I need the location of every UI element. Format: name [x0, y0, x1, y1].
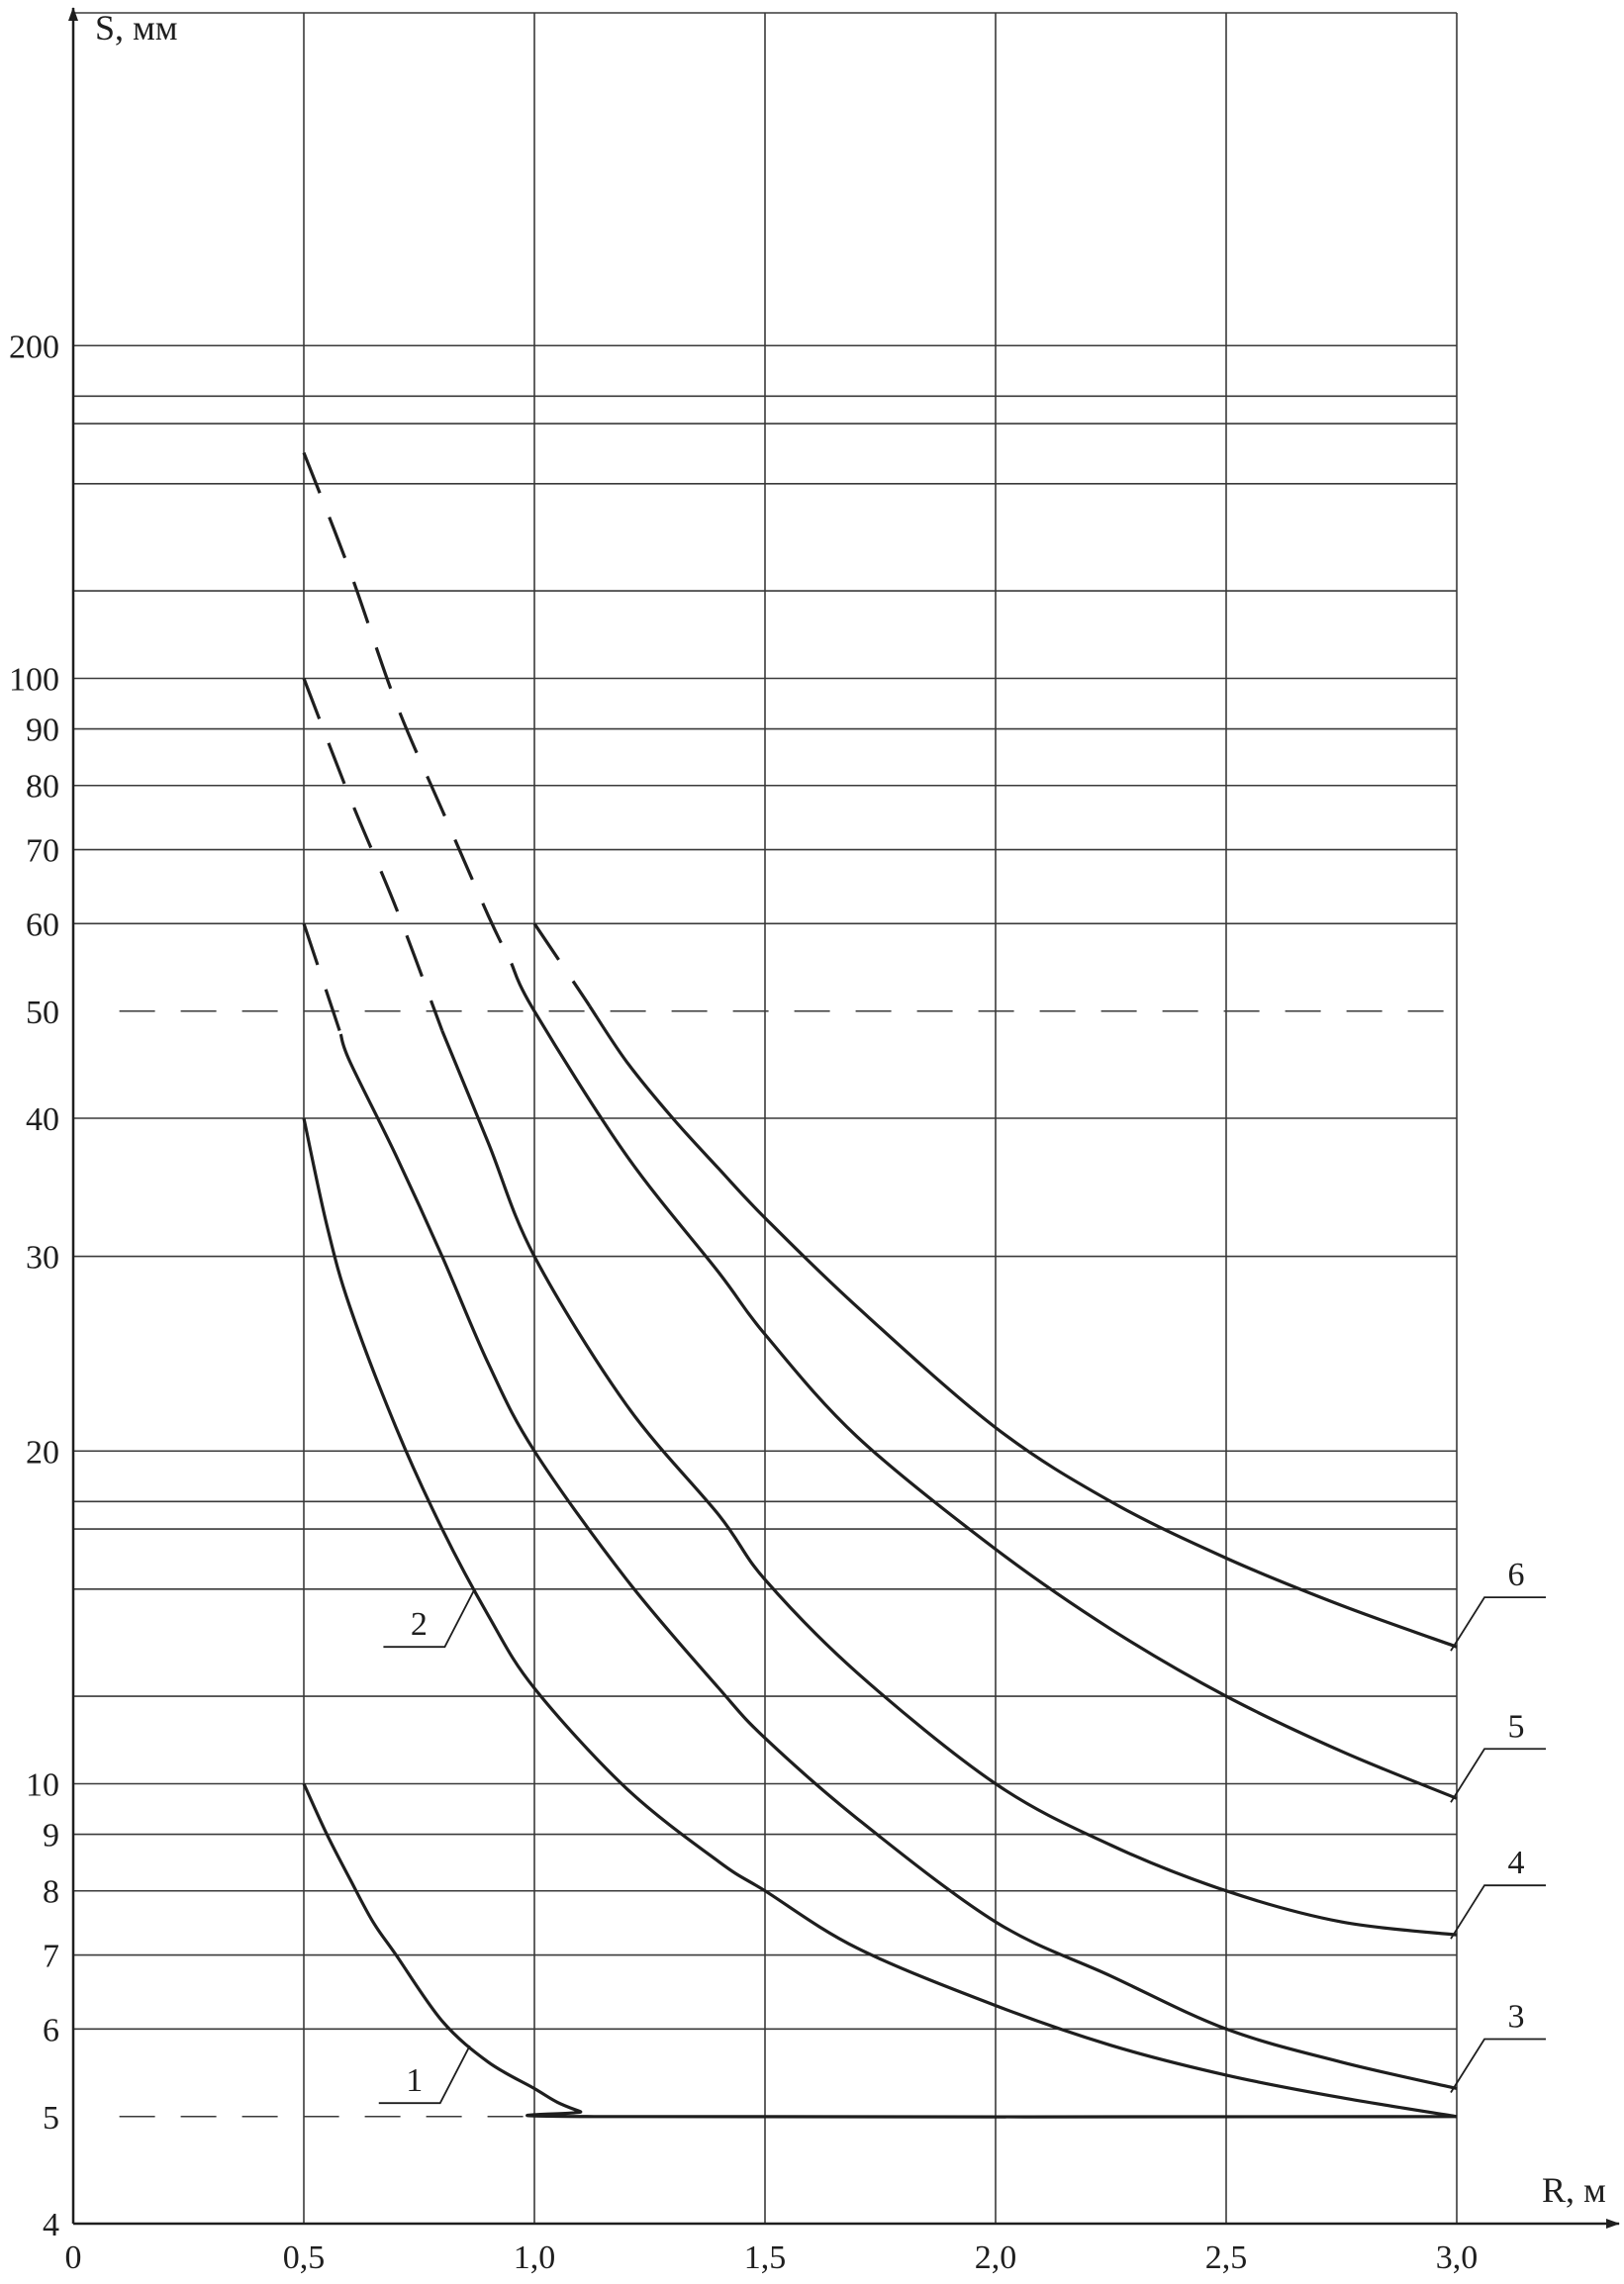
x-tick-label: 3,0	[1436, 2239, 1479, 2276]
x-tick-label: 0,5	[283, 2239, 326, 2276]
curve-1	[302, 1782, 1458, 2119]
y-tick-label: 80	[26, 769, 59, 806]
tick-labels: 0 0,5 1,0 1,5 2,0 2,5 3,0 4 5 6 7 8 9 10 20 30 40 50 60 70 8…	[9, 329, 1478, 2276]
curve-label-4: 4	[1508, 1845, 1525, 1881]
curve-3	[338, 1033, 1458, 2091]
y-tick-label: 100	[9, 662, 59, 699]
leader-line-1	[378, 2045, 471, 2105]
y-tick-label: 70	[26, 833, 59, 870]
curve-5-dashed	[302, 451, 514, 965]
y-tick-label: 60	[26, 906, 59, 943]
y-tick-label: 50	[26, 995, 59, 1031]
curve-label-6: 6	[1508, 1557, 1525, 1593]
x-tick-label: 2,5	[1205, 2239, 1248, 2276]
y-tick-label: 30	[26, 1240, 59, 1277]
curve-6	[588, 1004, 1458, 1649]
curve-label-1: 1	[406, 2062, 423, 2099]
leader-line-5	[1450, 1748, 1546, 1803]
leader-line-3	[1450, 2038, 1546, 2093]
y-tick-label: 10	[26, 1767, 59, 1804]
curve-2	[302, 1117, 1458, 2119]
x-tick-label: 0	[65, 2239, 82, 2276]
curve-label-2: 2	[411, 1606, 428, 1643]
curve-label-3: 3	[1508, 1998, 1525, 2035]
y-tick-label: 20	[26, 1434, 59, 1471]
curve-labels: 1 2 3 4 5 6	[378, 1557, 1546, 2105]
y-tick-label: 4	[43, 2207, 59, 2243]
curve-6-dashed	[532, 922, 592, 1007]
y-tick-label: 90	[26, 713, 59, 749]
y-tick-label: 8	[43, 1874, 59, 1911]
curve-5	[510, 962, 1458, 1800]
x-tick-label: 2,0	[975, 2239, 1017, 2276]
leader-line-6	[1450, 1596, 1546, 1652]
y-tick-label: 200	[9, 329, 59, 365]
y-tick-label: 6	[43, 2012, 59, 2048]
curve-3-dashed	[302, 922, 342, 1035]
curve-4	[440, 1029, 1458, 1937]
leader-line-2	[383, 1588, 476, 1649]
curve-4-dashed	[302, 677, 444, 1032]
y-tick-label: 5	[43, 2100, 59, 2137]
y-tick-label: 7	[43, 1939, 59, 1975]
curve-label-5: 5	[1508, 1708, 1525, 1745]
y-axis-title: S, мм	[95, 8, 178, 48]
x-axis-title: R, м	[1542, 2170, 1606, 2210]
y-tick-label: 40	[26, 1101, 59, 1138]
curves	[302, 451, 1458, 2119]
y-tick-label: 9	[43, 1818, 59, 1855]
x-tick-label: 1,0	[514, 2239, 556, 2276]
axes: S, мм R, м	[68, 7, 1620, 2229]
leader-line-4	[1450, 1884, 1546, 1940]
x-tick-label: 1,5	[744, 2239, 787, 2276]
